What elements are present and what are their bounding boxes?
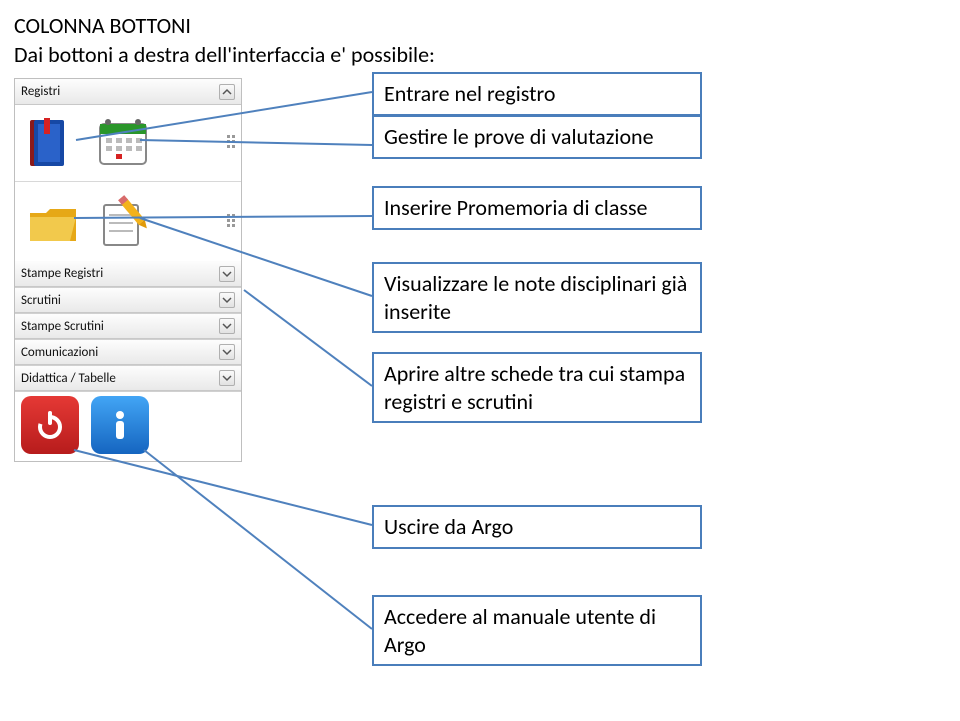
- title-line2: Dai bottoni a destra dell'interfaccia e'…: [14, 41, 435, 70]
- bottom-icon-row: [15, 391, 241, 461]
- info-icon[interactable]: [91, 396, 149, 454]
- callout-box: Entrare nel registro: [372, 72, 702, 116]
- registri-icon-row2: [15, 181, 241, 261]
- promemoria-icon[interactable]: [21, 190, 85, 254]
- sidebar-section-stampe-registri[interactable]: Stampe Registri: [15, 261, 241, 287]
- callout-box: Gestire le prove di valutazione: [372, 115, 702, 159]
- expand-icon[interactable]: [219, 344, 235, 360]
- drag-handle-icon[interactable]: [227, 214, 237, 230]
- callout-box: Visualizzare le note disciplinari già in…: [372, 262, 702, 333]
- sidebar-section-comunicazioni[interactable]: Comunicazioni: [15, 339, 241, 365]
- expand-icon[interactable]: [219, 370, 235, 386]
- collapse-icon[interactable]: [219, 84, 235, 100]
- registri-icon-row: [15, 105, 241, 181]
- page-title: COLONNA BOTTONI Dai bottoni a destra del…: [14, 12, 435, 69]
- valutazione-icon[interactable]: [91, 111, 155, 175]
- sidebar-panel: Registri: [14, 78, 242, 462]
- callout-box: Accedere al manuale utente di Argo: [372, 595, 702, 666]
- expand-icon[interactable]: [219, 266, 235, 282]
- sidebar-section-registri[interactable]: Registri: [15, 79, 241, 105]
- section-label: Registri: [21, 84, 60, 99]
- section-label: Comunicazioni: [21, 345, 98, 360]
- sidebar-section-stampe-scrutini[interactable]: Stampe Scrutini: [15, 313, 241, 339]
- registro-icon[interactable]: [21, 111, 85, 175]
- sidebar-section-didattica[interactable]: Didattica / Tabelle: [15, 365, 241, 391]
- expand-icon[interactable]: [219, 318, 235, 334]
- drag-handle-icon[interactable]: [227, 135, 237, 151]
- section-label: Scrutini: [21, 293, 61, 308]
- section-label: Stampe Scrutini: [21, 319, 104, 334]
- section-label: Stampe Registri: [21, 266, 103, 281]
- logout-icon[interactable]: [21, 396, 79, 454]
- callout-box: Inserire Promemoria di classe: [372, 186, 702, 230]
- callout-box: Aprire altre schede tra cui stampa regis…: [372, 352, 702, 423]
- sidebar-section-scrutini[interactable]: Scrutini: [15, 287, 241, 313]
- callout-box: Uscire da Argo: [372, 505, 702, 549]
- title-line1: COLONNA BOTTONI: [14, 12, 435, 41]
- note-disciplinari-icon[interactable]: [91, 190, 155, 254]
- expand-icon[interactable]: [219, 292, 235, 308]
- section-label: Didattica / Tabelle: [21, 371, 116, 386]
